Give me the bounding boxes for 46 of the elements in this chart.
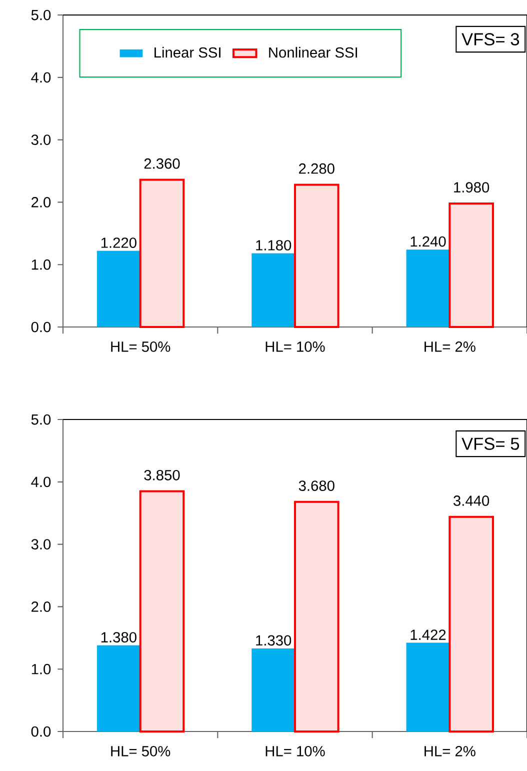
x-tick-label: HL= 50% [111,342,170,352]
data-label: 1.330 [256,635,292,646]
y-tick-label: 4.0 [31,476,51,488]
bar [252,648,296,732]
bar [139,178,185,328]
annotation: VFS= 5 [462,438,520,450]
x-tick-label: HL= 2% [424,746,476,756]
data-label: 1.240 [410,236,446,247]
y-tick-label: 0.0 [31,322,51,332]
bar [252,253,296,328]
y-tick-label: 3.0 [31,539,51,550]
legend-label: Linear SSI [154,46,220,58]
data-label: 3.850 [144,470,180,480]
y-tick-label: 5.0 [31,10,51,20]
x-tick-label: HL= 10% [266,342,325,352]
data-label: 2.360 [144,158,180,169]
bar [294,500,340,732]
bar [406,250,450,328]
legend-label: Nonlinear SSI [269,46,358,58]
data-label: 1.380 [101,632,136,642]
data-label: 3.680 [298,480,334,491]
annotation: VFS= 3 [462,33,520,46]
y-tick-label: 2.0 [32,197,51,208]
x-tick-label: HL= 2% [424,342,476,352]
x-tick-label: HL= 10% [266,746,325,756]
bar [448,516,494,732]
y-tick-label: 4.0 [31,72,51,83]
y-tick-label: 1.0 [32,664,51,674]
data-label: 1.180 [256,240,292,250]
data-label: 1.980 [454,182,490,193]
bar [406,642,450,732]
bar [139,490,185,732]
x-tick-label: HL= 50% [111,746,170,756]
bar [96,250,140,328]
y-tick-label: 1.0 [32,259,51,270]
bar [294,184,340,328]
y-tick-label: 3.0 [31,134,51,145]
data-label: 1.422 [410,630,446,640]
bar [96,645,140,732]
data-label: 3.440 [454,496,490,506]
data-label: 1.220 [101,238,136,248]
y-tick-label: 5.0 [31,414,51,425]
y-tick-label: 2.0 [32,602,51,612]
bar [448,202,494,328]
y-tick-label: 0.0 [31,726,51,737]
data-label: 2.280 [299,163,334,174]
